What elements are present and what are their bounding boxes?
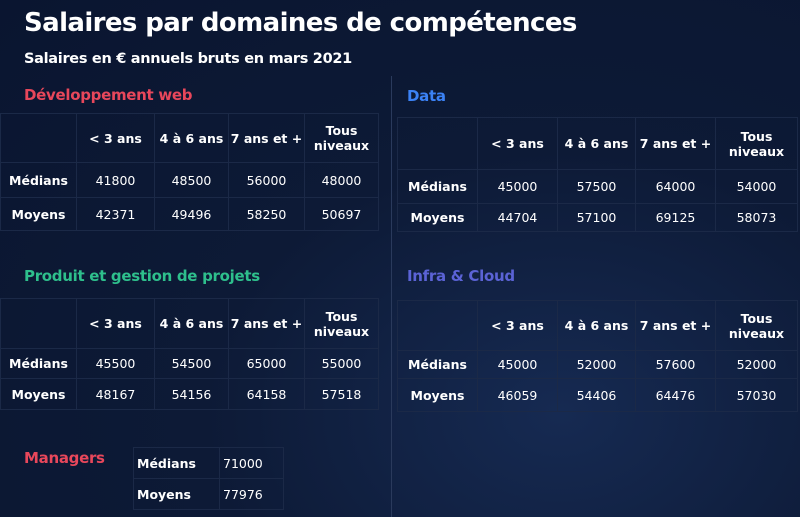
header-empty	[397, 300, 478, 351]
cell-value: 54500	[154, 348, 229, 379]
header-empty	[0, 113, 77, 163]
cell-value: 48000	[304, 162, 379, 198]
row-label: Moyens	[397, 378, 478, 412]
cell-value: 49496	[154, 197, 229, 231]
cell-value: 58250	[228, 197, 305, 231]
cell-value: 58073	[715, 203, 798, 232]
cell-value: 48500	[154, 162, 229, 198]
section-title-web: Développement web	[24, 86, 193, 104]
col-header: 4 à 6 ans	[557, 117, 636, 170]
col-header: < 3 ans	[76, 298, 155, 349]
column-divider	[391, 76, 392, 517]
cell-value: 64000	[635, 169, 716, 204]
page-subtitle: Salaires en € annuels bruts en mars 2021	[24, 51, 352, 67]
row-label: Moyens	[397, 203, 478, 232]
header-empty	[0, 298, 77, 349]
table-row-medians: Médians 45000 52000 57600 52000	[397, 350, 798, 379]
header-empty	[397, 117, 478, 170]
cell-value: 55000	[304, 348, 379, 379]
cell-value: 45000	[477, 169, 558, 204]
table-row-moyens: Moyens 48167 54156 64158 57518	[0, 378, 379, 410]
col-header: 4 à 6 ans	[154, 298, 229, 349]
cell-value: 57100	[557, 203, 636, 232]
cell-value: 77976	[219, 478, 284, 510]
row-label: Moyens	[133, 478, 220, 510]
cell-value: 65000	[228, 348, 305, 379]
table-row-medians: Médians 41800 48500 56000 48000	[0, 162, 379, 198]
table-row-medians: Médians 71000	[133, 447, 284, 479]
cell-value: 64158	[228, 378, 305, 410]
cell-value: 57518	[304, 378, 379, 410]
col-header: 7 ans et +	[635, 300, 716, 351]
section-title-managers: Managers	[24, 449, 105, 467]
cell-value: 57500	[557, 169, 636, 204]
table-header-row: < 3 ans 4 à 6 ans 7 ans et + Tous niveau…	[397, 117, 798, 170]
col-header: Tous niveaux	[715, 300, 798, 351]
cell-value: 52000	[715, 350, 798, 379]
table-row-medians: Médians 45500 54500 65000 55000	[0, 348, 379, 379]
col-header: 4 à 6 ans	[154, 113, 229, 163]
row-label: Médians	[397, 350, 478, 379]
table-header-row: < 3 ans 4 à 6 ans 7 ans et + Tous niveau…	[0, 113, 379, 163]
cell-value: 50697	[304, 197, 379, 231]
section-title-data: Data	[407, 87, 446, 105]
cell-value: 45000	[477, 350, 558, 379]
cell-value: 41800	[76, 162, 155, 198]
page-title: Salaires par domaines de compétences	[24, 8, 577, 38]
row-label: Médians	[397, 169, 478, 204]
cell-value: 71000	[219, 447, 284, 479]
row-label: Moyens	[0, 378, 77, 410]
salary-table-data: < 3 ans 4 à 6 ans 7 ans et + Tous niveau…	[397, 117, 798, 232]
cell-value: 64476	[635, 378, 716, 412]
row-label: Médians	[133, 447, 220, 479]
salary-table-managers: Médians 71000 Moyens 77976	[133, 447, 284, 510]
cell-value: 42371	[76, 197, 155, 231]
section-title-produit: Produit et gestion de projets	[24, 267, 260, 285]
cell-value: 54000	[715, 169, 798, 204]
salary-table-web: < 3 ans 4 à 6 ans 7 ans et + Tous niveau…	[0, 113, 379, 231]
cell-value: 56000	[228, 162, 305, 198]
col-header: Tous niveaux	[304, 113, 379, 163]
col-header: 7 ans et +	[228, 298, 305, 349]
table-row-medians: Médians 45000 57500 64000 54000	[397, 169, 798, 204]
col-header: Tous niveaux	[715, 117, 798, 170]
salary-table-infra: < 3 ans 4 à 6 ans 7 ans et + Tous niveau…	[397, 300, 798, 412]
section-title-infra: Infra & Cloud	[407, 267, 515, 285]
cell-value: 52000	[557, 350, 636, 379]
col-header: 7 ans et +	[635, 117, 716, 170]
cell-value: 44704	[477, 203, 558, 232]
table-row-moyens: Moyens 46059 54406 64476 57030	[397, 378, 798, 412]
cell-value: 54156	[154, 378, 229, 410]
cell-value: 69125	[635, 203, 716, 232]
col-header: < 3 ans	[477, 300, 558, 351]
col-header: 4 à 6 ans	[557, 300, 636, 351]
table-row-moyens: Moyens 42371 49496 58250 50697	[0, 197, 379, 231]
cell-value: 57030	[715, 378, 798, 412]
row-label: Médians	[0, 162, 77, 198]
col-header: 7 ans et +	[228, 113, 305, 163]
row-label: Moyens	[0, 197, 77, 231]
cell-value: 45500	[76, 348, 155, 379]
table-row-moyens: Moyens 77976	[133, 478, 284, 510]
cell-value: 46059	[477, 378, 558, 412]
table-row-moyens: Moyens 44704 57100 69125 58073	[397, 203, 798, 232]
cell-value: 54406	[557, 378, 636, 412]
cell-value: 48167	[76, 378, 155, 410]
salary-table-produit: < 3 ans 4 à 6 ans 7 ans et + Tous niveau…	[0, 298, 379, 410]
col-header: < 3 ans	[477, 117, 558, 170]
cell-value: 57600	[635, 350, 716, 379]
col-header: Tous niveaux	[304, 298, 379, 349]
col-header: < 3 ans	[76, 113, 155, 163]
table-header-row: < 3 ans 4 à 6 ans 7 ans et + Tous niveau…	[397, 300, 798, 351]
table-header-row: < 3 ans 4 à 6 ans 7 ans et + Tous niveau…	[0, 298, 379, 349]
row-label: Médians	[0, 348, 77, 379]
